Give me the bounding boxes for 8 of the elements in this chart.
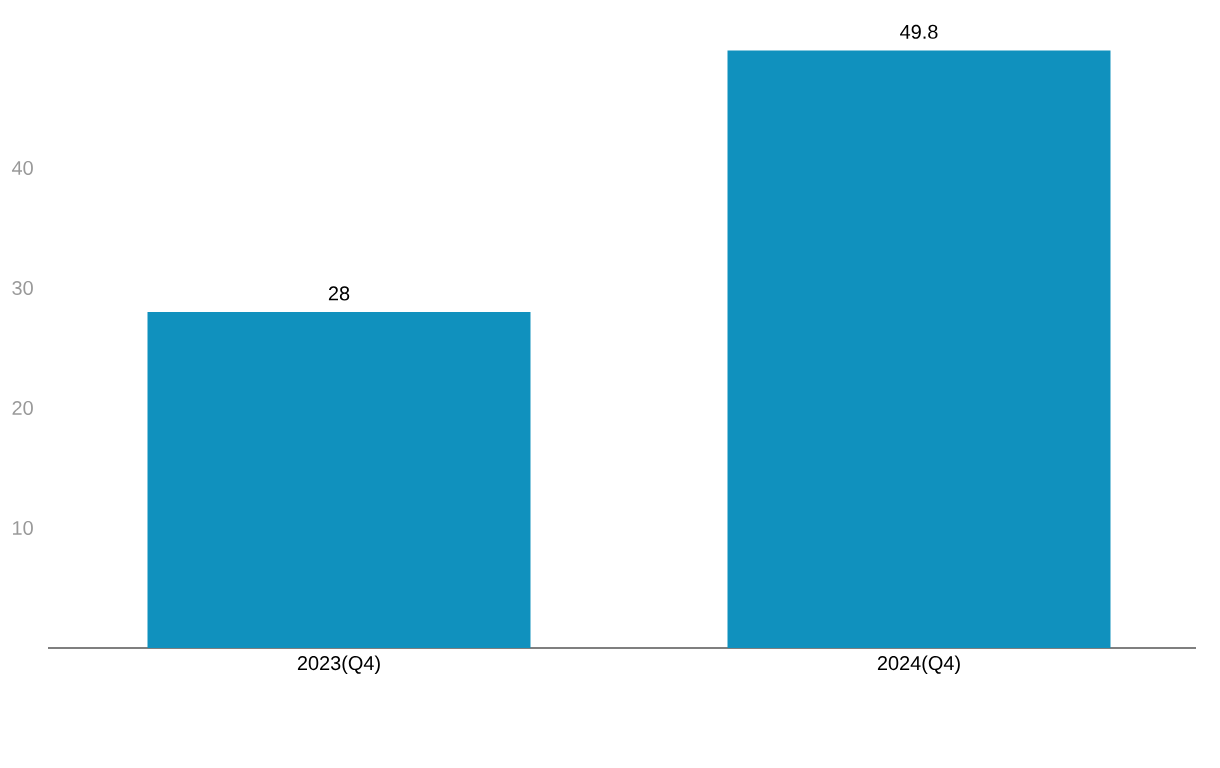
y-tick-label: 20 <box>12 400 33 416</box>
x-tick-label: 2023(Q4) <box>297 655 380 675</box>
y-tick-label: 30 <box>12 280 33 296</box>
y-tick-label: 40 <box>11 160 33 176</box>
data-label: 49.8 <box>900 24 938 39</box>
data-label: 28 <box>328 286 350 301</box>
y-tick-label: 10 <box>13 520 33 536</box>
x-tick-label: 2024(Q4) <box>877 655 960 675</box>
